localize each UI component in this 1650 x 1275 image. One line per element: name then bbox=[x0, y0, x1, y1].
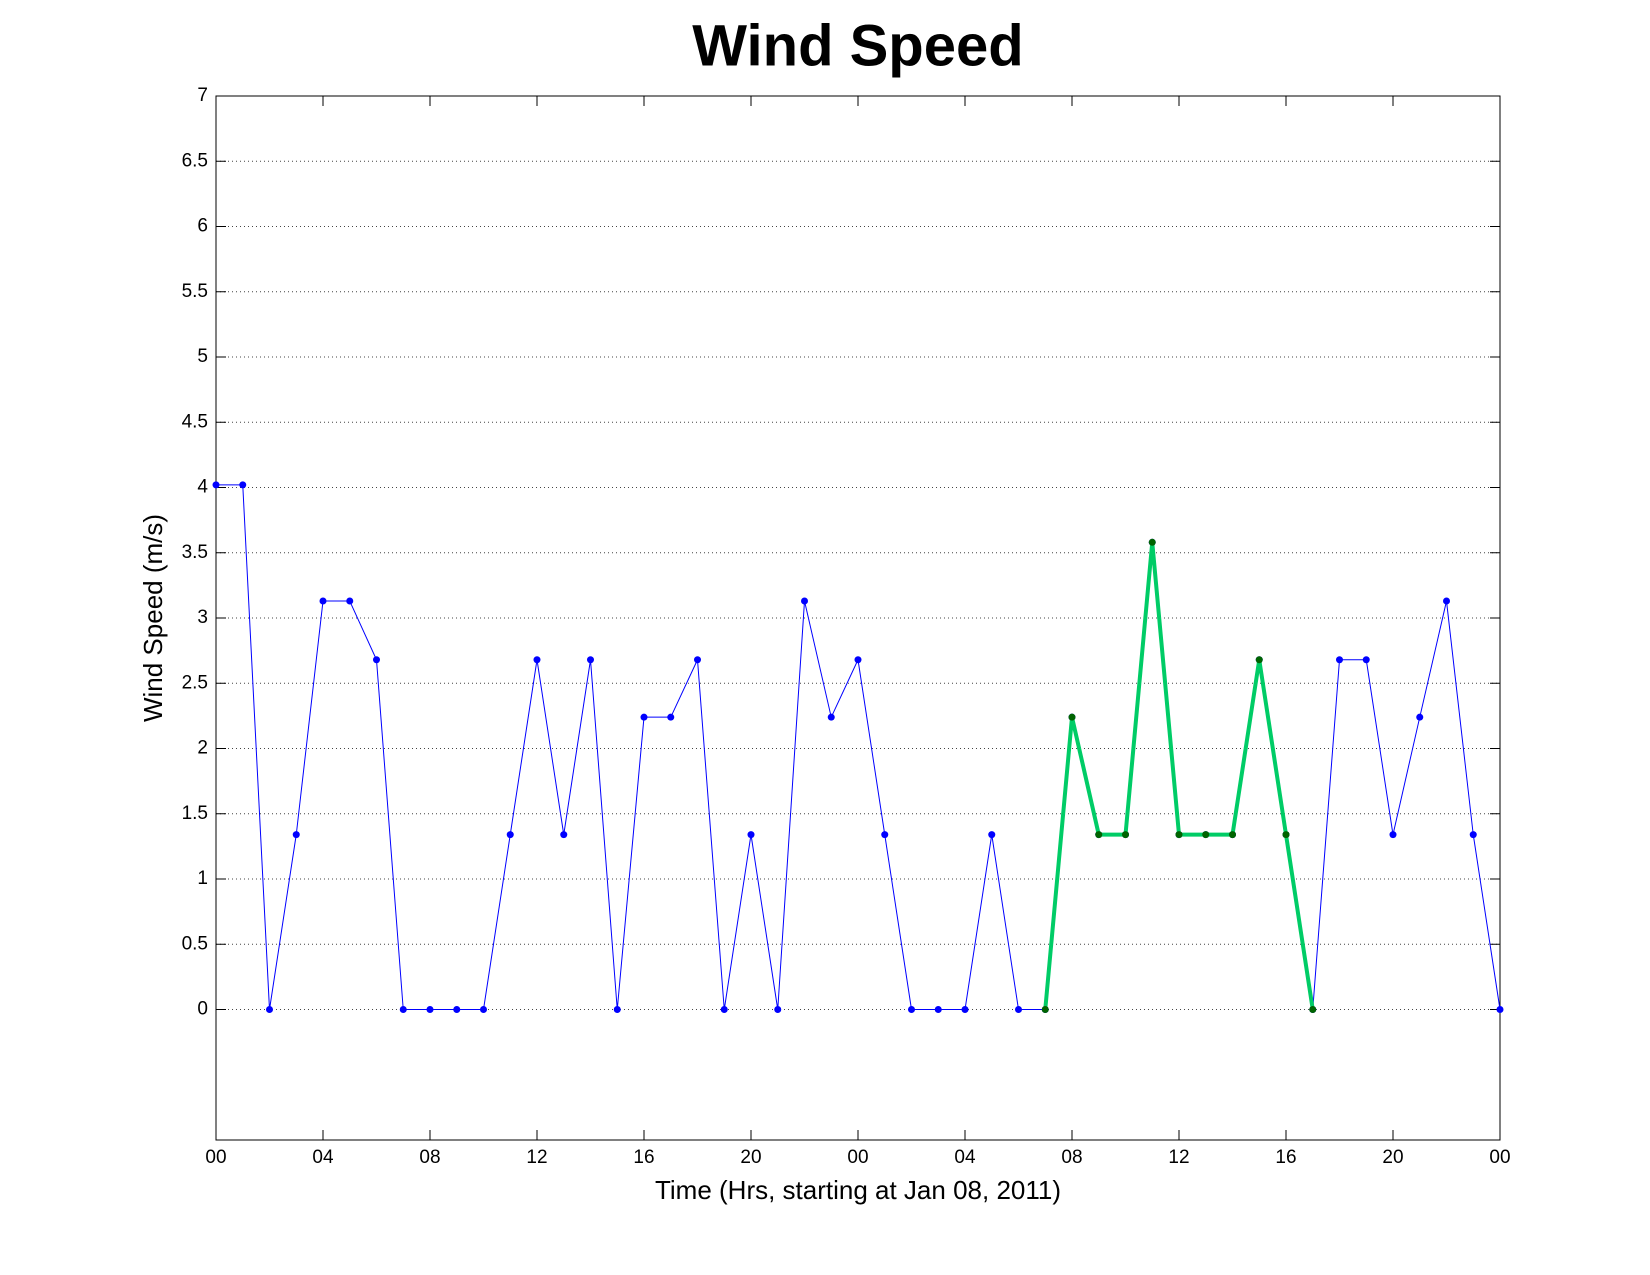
marker bbox=[346, 597, 354, 605]
marker bbox=[720, 1006, 728, 1013]
marker bbox=[292, 831, 300, 839]
line bbox=[216, 484, 1501, 1010]
marker bbox=[1175, 831, 1183, 839]
marker bbox=[1148, 538, 1156, 546]
marker bbox=[453, 1006, 461, 1013]
marker bbox=[480, 1006, 487, 1013]
marker bbox=[506, 831, 514, 839]
marker bbox=[319, 597, 327, 605]
marker bbox=[1336, 656, 1343, 664]
y-tick-label: 4 bbox=[197, 477, 208, 498]
marker bbox=[854, 656, 862, 664]
y-tick-label: 3.5 bbox=[182, 542, 208, 563]
marker bbox=[239, 481, 247, 489]
marker bbox=[426, 1006, 434, 1013]
marker bbox=[747, 831, 755, 839]
marker bbox=[640, 713, 648, 721]
y-tick-label: 7 bbox=[197, 85, 208, 106]
marker bbox=[212, 481, 220, 489]
marker bbox=[1202, 831, 1210, 839]
x-tick-label: 12 bbox=[526, 1147, 547, 1168]
marker bbox=[801, 597, 808, 605]
marker bbox=[1068, 713, 1076, 721]
y-tick-label: 2.5 bbox=[182, 672, 208, 693]
marker bbox=[934, 1006, 942, 1013]
marker bbox=[1496, 1006, 1504, 1013]
marker bbox=[399, 1006, 407, 1013]
y-axis-label: Wind Speed (m/s) bbox=[138, 514, 168, 722]
x-tick-label: 04 bbox=[312, 1147, 334, 1168]
marker bbox=[1015, 1006, 1022, 1013]
plot-frame bbox=[215, 95, 1501, 1141]
marker bbox=[1095, 831, 1103, 839]
marker bbox=[908, 1006, 915, 1013]
y-tick-label: 2 bbox=[197, 738, 208, 759]
marker bbox=[827, 713, 835, 721]
marker bbox=[613, 1006, 621, 1013]
marker bbox=[587, 656, 594, 664]
marker bbox=[1389, 831, 1397, 839]
x-axis-label: Time (Hrs, starting at Jan 08, 2011) bbox=[655, 1175, 1061, 1205]
marker bbox=[1443, 597, 1450, 605]
marker bbox=[1229, 831, 1236, 839]
marker bbox=[774, 1006, 782, 1013]
y-tick-label: 0.5 bbox=[182, 933, 208, 954]
marker bbox=[373, 656, 380, 664]
x-tick-label: 20 bbox=[1382, 1147, 1403, 1168]
x-tick-label: 16 bbox=[1275, 1147, 1296, 1168]
y-tick-label: 5.5 bbox=[182, 281, 208, 302]
x-tick-label: 04 bbox=[954, 1147, 976, 1168]
marker bbox=[1469, 831, 1477, 839]
y-tick-label: 0 bbox=[197, 999, 208, 1020]
line bbox=[1043, 540, 1315, 1010]
marker bbox=[1416, 713, 1424, 721]
x-tick-label: 00 bbox=[847, 1147, 868, 1168]
marker bbox=[1041, 1006, 1049, 1013]
y-tick-label: 3 bbox=[197, 607, 208, 628]
y-tick-label: 1 bbox=[197, 868, 208, 889]
marker bbox=[1362, 656, 1370, 664]
y-tick-label: 6 bbox=[197, 216, 208, 237]
x-tick-label: 08 bbox=[419, 1147, 440, 1168]
x-tick-label: 00 bbox=[205, 1147, 226, 1168]
x-tick-label: 00 bbox=[1489, 1147, 1510, 1168]
x-tick-label: 08 bbox=[1061, 1147, 1082, 1168]
marker bbox=[266, 1006, 273, 1013]
marker bbox=[961, 1006, 969, 1013]
marker bbox=[1122, 831, 1129, 839]
y-tick-label: 5 bbox=[197, 346, 208, 367]
marker bbox=[560, 831, 568, 839]
y-tick-label: 1.5 bbox=[182, 803, 208, 824]
marker bbox=[667, 713, 675, 721]
marker bbox=[988, 831, 996, 839]
marker bbox=[1255, 656, 1263, 664]
chart-title: Wind Speed bbox=[692, 13, 1023, 78]
y-tick-label: 4.5 bbox=[182, 411, 208, 432]
marker bbox=[533, 656, 541, 664]
x-tick-label: 16 bbox=[633, 1147, 654, 1168]
marker bbox=[1309, 1006, 1317, 1013]
marker bbox=[881, 831, 889, 839]
x-tick-label: 20 bbox=[740, 1147, 761, 1168]
marker bbox=[1282, 831, 1290, 839]
marker bbox=[694, 656, 701, 664]
x-tick-label: 12 bbox=[1168, 1147, 1189, 1168]
y-tick-label: 6.5 bbox=[182, 150, 208, 171]
